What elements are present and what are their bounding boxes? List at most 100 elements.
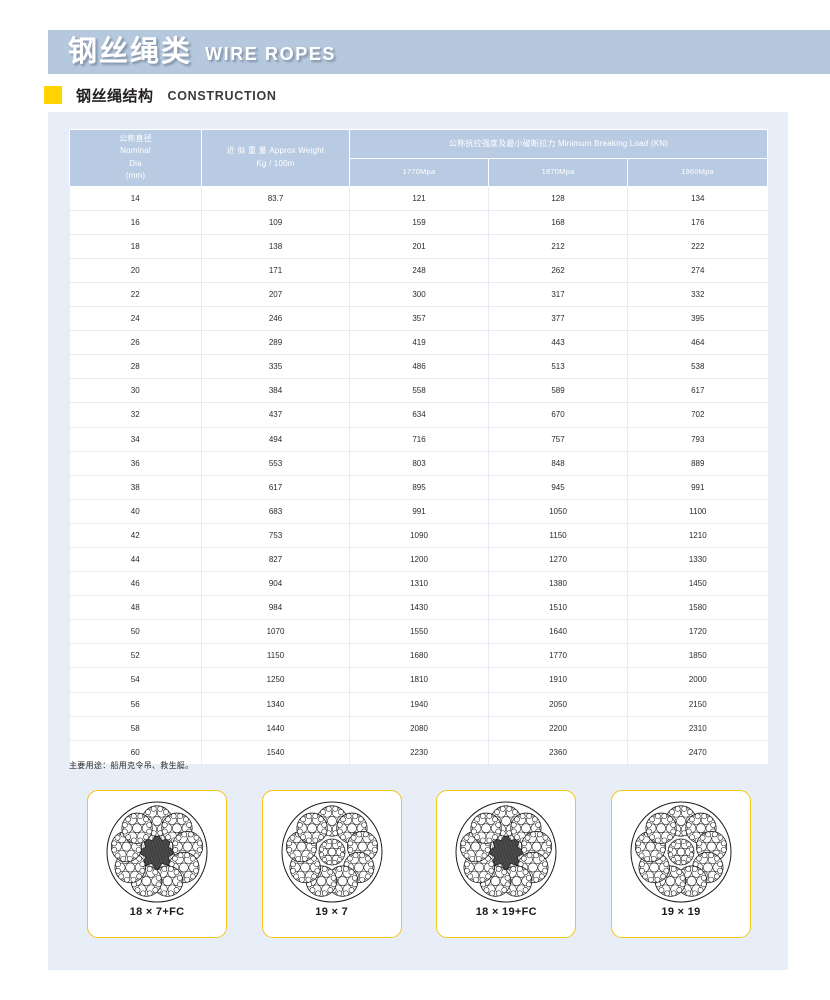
cell-mbl-1960: 617 <box>627 378 768 404</box>
page-title-en: WIRE ROPES <box>205 44 337 64</box>
table-row: 42 753 1090 1150 1210 <box>69 523 768 548</box>
table-row: 18 138 201 212 222 <box>69 234 768 259</box>
cell-mbl-1960: 1580 <box>627 595 768 621</box>
table-header-row-2: 1770Mpa 1870Mpa 1960Mpa <box>70 157 768 187</box>
cell-mbl-1770: 121 <box>349 186 489 211</box>
cell-approx-weight: 683 <box>201 499 350 524</box>
table-row: 58 1440 2080 2200 2310 <box>69 716 768 741</box>
cell-mbl-1960: 2310 <box>627 716 768 741</box>
cell-nominal-dia: 24 <box>69 306 202 332</box>
cell-mbl-1960: 2470 <box>627 740 768 764</box>
cell-mbl-1770: 419 <box>349 330 489 356</box>
cell-nominal-dia: 20 <box>69 258 202 283</box>
cell-mbl-1770: 2080 <box>349 716 489 741</box>
cell-approx-weight: 753 <box>201 523 350 548</box>
cell-mbl-1960: 2000 <box>627 667 768 693</box>
table-row: 54 1250 1810 1910 2000 <box>69 667 768 693</box>
cell-nominal-dia: 48 <box>69 595 202 621</box>
table-row: 38 617 895 945 991 <box>69 475 768 500</box>
cell-mbl-1770: 1550 <box>349 619 489 645</box>
table-row: 20 171 248 262 274 <box>69 258 768 283</box>
cell-mbl-1870: 1770 <box>488 643 628 669</box>
th-nominal-dia-unit: (mm) <box>125 171 146 181</box>
cell-approx-weight: 83.7 <box>201 186 350 211</box>
cell-approx-weight: 335 <box>201 354 350 380</box>
cell-mbl-1960: 991 <box>627 475 768 500</box>
cell-mbl-1870: 1380 <box>488 571 628 597</box>
cell-approx-weight: 437 <box>201 402 350 428</box>
th-grade-1960: 1960Mpa <box>627 157 768 187</box>
table-footnote: 主要用途：船用克令吊、救生艇。 <box>69 761 194 770</box>
table-row: 28 335 486 513 538 <box>69 354 768 380</box>
cell-nominal-dia: 44 <box>69 547 202 573</box>
th-minimum-breaking-load: 公称抗拉强度及最小破断拉力 Minimum Breaking Load (KN) <box>349 129 768 159</box>
section-title-cn: 钢丝绳结构 <box>76 87 154 105</box>
cell-mbl-1870: 670 <box>488 402 628 428</box>
table-body: 14 83.7 121 128 134 16 109 159 168 176 18 138 201 212… <box>69 186 768 764</box>
cell-nominal-dia: 50 <box>69 619 202 645</box>
cell-approx-weight: 1340 <box>201 692 350 717</box>
cell-nominal-dia: 40 <box>69 499 202 524</box>
cell-mbl-1870: 1910 <box>488 667 628 693</box>
table-row: 22 207 300 317 332 <box>69 282 768 308</box>
cell-mbl-1960: 538 <box>627 354 768 380</box>
cell-approx-weight: 138 <box>201 234 350 259</box>
content-panel: 公称直径 Nominal Dia (mm) 近 似 重 量 Approx Wei… <box>48 112 788 970</box>
cell-mbl-1770: 716 <box>349 427 489 452</box>
table-row: 24 246 357 377 395 <box>69 306 768 332</box>
cell-approx-weight: 1070 <box>201 619 350 645</box>
cell-nominal-dia: 18 <box>69 234 202 259</box>
cell-mbl-1770: 248 <box>349 258 489 283</box>
diagram-caption: 18 × 19+FC <box>475 906 537 918</box>
cell-mbl-1770: 300 <box>349 282 489 308</box>
cell-mbl-1870: 945 <box>488 475 628 500</box>
cell-mbl-1870: 128 <box>488 186 628 211</box>
cell-approx-weight: 1540 <box>201 740 350 764</box>
diagram-caption: 18 × 7+FC <box>129 906 185 918</box>
cell-approx-weight: 109 <box>201 210 350 235</box>
th-grade-1870: 1870Mpa <box>488 157 628 187</box>
cell-nominal-dia: 60 <box>69 740 202 764</box>
page-title: 钢丝绳类 WIRE ROPES <box>68 32 336 72</box>
cell-approx-weight: 494 <box>201 427 350 452</box>
construction-diagrams: 18 × 7+FC 19 × 7 18 × 19+FC 19 × 19 <box>87 790 751 938</box>
table-row: 32 437 634 670 702 <box>69 402 768 428</box>
table-row: 36 553 803 848 889 <box>69 451 768 476</box>
th-grade-1770: 1770Mpa <box>349 157 489 187</box>
cell-mbl-1960: 1330 <box>627 547 768 573</box>
th-approx-weight-unit: Kg / 100m <box>256 158 295 168</box>
cell-mbl-1960: 2150 <box>627 692 768 717</box>
cell-nominal-dia: 36 <box>69 451 202 476</box>
table-row: 50 1070 1550 1640 1720 <box>69 619 768 645</box>
cell-mbl-1870: 377 <box>488 306 628 332</box>
cell-nominal-dia: 52 <box>69 643 202 669</box>
table-row: 14 83.7 121 128 134 <box>69 186 768 211</box>
cell-mbl-1770: 1310 <box>349 571 489 597</box>
cell-mbl-1960: 1210 <box>627 523 768 548</box>
cell-mbl-1770: 895 <box>349 475 489 500</box>
cell-mbl-1960: 1850 <box>627 643 768 669</box>
cell-approx-weight: 246 <box>201 306 350 332</box>
table-row: 48 984 1430 1510 1580 <box>69 595 768 621</box>
cell-mbl-1770: 2230 <box>349 740 489 764</box>
table-row: 40 683 991 1050 1100 <box>69 499 768 524</box>
cell-mbl-1870: 212 <box>488 234 628 259</box>
cell-mbl-1870: 757 <box>488 427 628 452</box>
cell-approx-weight: 827 <box>201 547 350 573</box>
cell-mbl-1960: 332 <box>627 282 768 308</box>
cell-nominal-dia: 26 <box>69 330 202 356</box>
cell-mbl-1770: 1430 <box>349 595 489 621</box>
cell-approx-weight: 171 <box>201 258 350 283</box>
cell-nominal-dia: 58 <box>69 716 202 741</box>
cell-mbl-1870: 168 <box>488 210 628 235</box>
cell-mbl-1870: 1150 <box>488 523 628 548</box>
cell-mbl-1770: 558 <box>349 378 489 404</box>
cell-mbl-1870: 443 <box>488 330 628 356</box>
cell-approx-weight: 289 <box>201 330 350 356</box>
cell-mbl-1960: 889 <box>627 451 768 476</box>
cell-approx-weight: 1250 <box>201 667 350 693</box>
cell-nominal-dia: 42 <box>69 523 202 548</box>
table-row: 60 1540 2230 2360 2470 <box>69 740 768 764</box>
cell-nominal-dia: 38 <box>69 475 202 500</box>
